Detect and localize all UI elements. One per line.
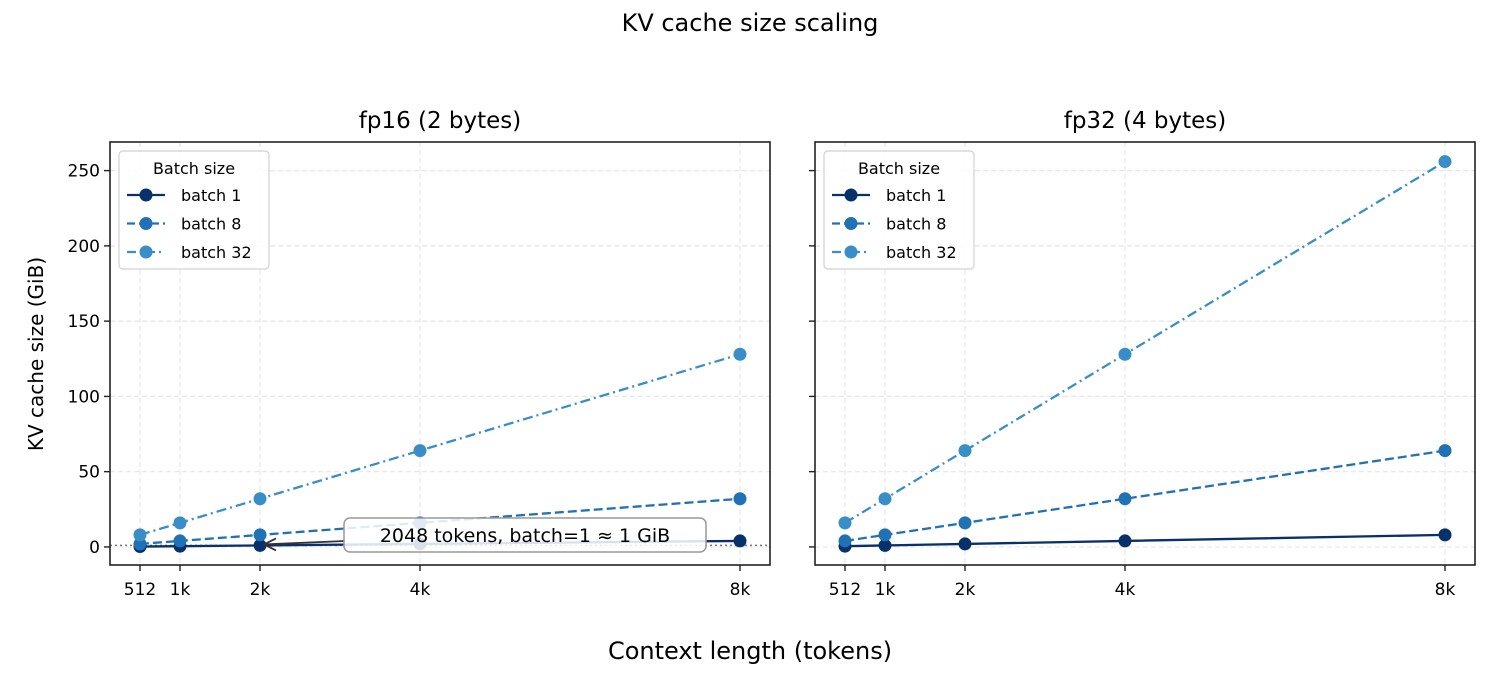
data-point (253, 538, 267, 552)
y-tick-label: 50 (78, 463, 100, 483)
annotation: 2048 tokens, batch=1 ≈ 1 GiB (261, 517, 707, 553)
legend: Batch size batch 1 batch 8 batch 32 (118, 150, 270, 270)
y-tick-label: 100 (68, 387, 100, 407)
panel-title: fp32 (4 bytes) (1064, 108, 1227, 134)
x-tick-label: 8k (1435, 580, 1456, 600)
x-tick-label: 1k (875, 580, 896, 600)
data-point (878, 528, 892, 542)
data-point (733, 492, 747, 506)
data-point (253, 492, 267, 506)
data-point (133, 537, 147, 551)
legend-item: batch 1 (886, 186, 946, 205)
x-tick-label: 1k (170, 580, 191, 600)
data-point (878, 492, 892, 506)
x-tick-label: 8k (730, 580, 751, 600)
data-point (958, 537, 972, 551)
legend-item: batch 1 (181, 186, 241, 205)
y-tick-label: 250 (68, 162, 100, 182)
data-point (1118, 492, 1132, 506)
y-tick-label: 150 (68, 312, 100, 332)
data-point (133, 528, 147, 542)
annotation-text: 2048 tokens, batch=1 ≈ 1 GiB (380, 525, 670, 547)
data-point (173, 534, 187, 548)
legend-item: batch 8 (886, 215, 946, 234)
panel-fp32: 512 1k 2k 4k 8k fp32 (4 bytes) Batch size batch… (809, 108, 1476, 600)
data-point (253, 528, 267, 542)
legend-item: batch 32 (181, 243, 252, 262)
panel-fp16: 2048 tokens, batch=1 ≈ 1 GiB 0 50 100 150 200… (68, 108, 771, 600)
x-axis-label: Context length (tokens) (607, 637, 893, 665)
series-batch-8 (838, 444, 1452, 548)
series-batch-32 (133, 347, 747, 542)
axes-frame (109, 141, 771, 566)
x-tick-label: 512 (829, 580, 861, 600)
x-tick-label: 512 (124, 580, 156, 600)
y-tick-label: 0 (89, 538, 100, 558)
data-point (1118, 347, 1132, 361)
axes-frame (814, 141, 1476, 566)
data-point (958, 444, 972, 458)
x-tick-label: 4k (410, 580, 431, 600)
data-point (733, 347, 747, 361)
data-point (838, 534, 852, 548)
data-point (173, 516, 187, 530)
data-point (1118, 534, 1132, 548)
data-point (1438, 444, 1452, 458)
series-batch-32 (838, 155, 1452, 530)
svg-text:Batch size: Batch size (858, 159, 940, 178)
x-tick-label: 2k (955, 580, 976, 600)
data-point (1438, 155, 1452, 169)
x-tick-label: 4k (1115, 580, 1136, 600)
data-point (878, 538, 892, 552)
chart-suptitle: KV cache size scaling (621, 9, 879, 37)
x-tick-label: 2k (250, 580, 271, 600)
data-point (413, 444, 427, 458)
series-batch-1 (838, 528, 1452, 553)
legend: Batch size batch 1 batch 8 batch 32 (823, 150, 975, 270)
panel-title: fp16 (2 bytes) (359, 108, 522, 134)
data-point (838, 516, 852, 530)
legend-item: batch 32 (886, 243, 957, 262)
y-tick-label: 200 (68, 237, 100, 257)
data-point (958, 516, 972, 530)
legend-item: batch 8 (181, 215, 241, 234)
svg-text:Batch size: Batch size (153, 159, 235, 178)
data-point (733, 534, 747, 548)
data-point (1438, 528, 1452, 542)
